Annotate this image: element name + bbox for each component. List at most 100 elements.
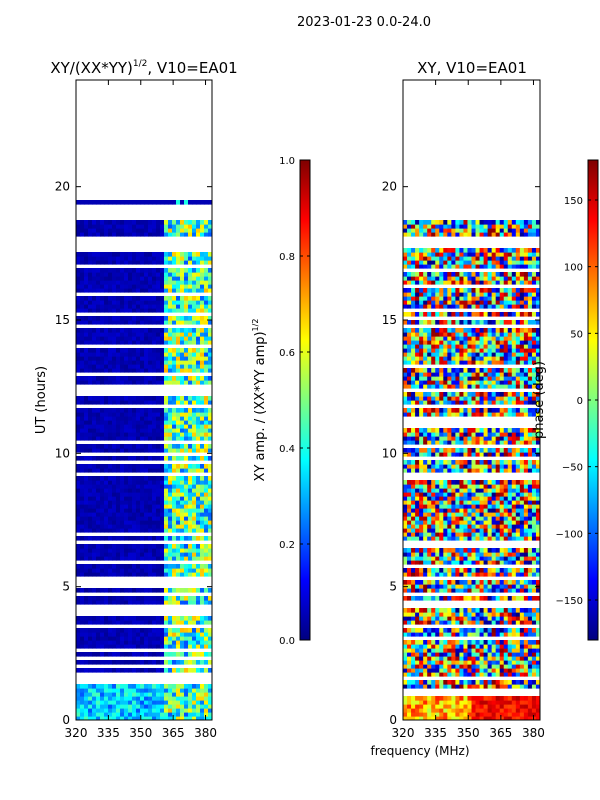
heatmap-cell bbox=[108, 380, 113, 385]
heatmap-cell bbox=[523, 652, 529, 657]
heatmap-cell bbox=[479, 448, 485, 453]
heatmap-cell bbox=[84, 620, 89, 625]
heatmap-cell bbox=[100, 296, 105, 301]
heatmap-cell bbox=[535, 644, 540, 649]
heatmap-cell bbox=[463, 628, 469, 633]
heatmap-cell bbox=[156, 368, 161, 373]
heatmap-cell bbox=[112, 320, 117, 325]
heatmap-cell bbox=[168, 684, 173, 689]
heatmap-cell bbox=[403, 660, 408, 665]
heatmap-cell bbox=[172, 340, 177, 345]
heatmap-cell bbox=[531, 560, 537, 565]
heatmap-cell bbox=[152, 516, 157, 521]
heatmap-cell bbox=[136, 308, 141, 313]
heatmap-cell bbox=[475, 536, 481, 541]
heatmap-cell bbox=[156, 356, 161, 361]
heatmap-cell bbox=[192, 616, 197, 621]
heatmap-cell bbox=[200, 616, 205, 621]
heatmap-cell bbox=[156, 400, 161, 405]
heatmap-cell bbox=[467, 524, 473, 529]
heatmap-cell bbox=[120, 348, 125, 353]
heatmap-cell bbox=[487, 552, 493, 557]
heatmap-cell bbox=[479, 668, 485, 673]
heatmap-cell bbox=[136, 484, 141, 489]
heatmap-cell bbox=[483, 612, 489, 617]
heatmap-cell bbox=[479, 588, 485, 593]
heatmap-cell bbox=[475, 516, 481, 521]
heatmap-cell bbox=[128, 488, 133, 493]
heatmap-cell bbox=[467, 552, 473, 557]
heatmap-cell bbox=[491, 680, 497, 685]
heatmap-cell bbox=[427, 672, 432, 677]
heatmap-cell bbox=[152, 416, 157, 421]
heatmap-cell bbox=[128, 380, 133, 385]
heatmap-cell bbox=[403, 552, 408, 557]
heatmap-cell bbox=[192, 336, 197, 341]
heatmap-cell bbox=[471, 660, 477, 665]
heatmap-cell bbox=[120, 320, 125, 325]
heatmap-cell bbox=[188, 556, 193, 561]
heatmap-cell bbox=[519, 712, 525, 717]
heatmap-cell bbox=[132, 284, 137, 289]
heatmap-cell bbox=[208, 696, 212, 701]
heatmap-cell bbox=[196, 304, 201, 309]
heatmap-cell bbox=[108, 512, 113, 517]
heatmap-cell bbox=[427, 616, 432, 621]
heatmap-cell bbox=[120, 496, 125, 501]
heatmap-cell bbox=[443, 716, 448, 720]
heatmap-cell bbox=[447, 448, 452, 453]
heatmap-cell bbox=[140, 224, 145, 229]
heatmap-cell bbox=[136, 716, 141, 720]
heatmap-cell bbox=[88, 544, 93, 549]
heatmap-cell bbox=[156, 632, 161, 637]
heatmap-cell bbox=[168, 412, 173, 417]
heatmap-cell bbox=[152, 304, 157, 309]
heatmap-cell bbox=[136, 596, 141, 601]
heatmap-cell bbox=[487, 632, 493, 637]
heatmap-cell bbox=[184, 492, 189, 497]
heatmap-cell bbox=[116, 660, 121, 665]
heatmap-cell bbox=[204, 336, 209, 341]
heatmap-cell bbox=[88, 436, 93, 441]
heatmap-cell bbox=[128, 696, 133, 701]
heatmap-cell bbox=[192, 556, 197, 561]
amplitude-title-tail: , V10=EA01 bbox=[147, 59, 237, 77]
heatmap-cell bbox=[136, 368, 141, 373]
heatmap-cell bbox=[76, 692, 81, 697]
heatmap-cell bbox=[156, 268, 161, 273]
heatmap-cell bbox=[172, 588, 177, 593]
heatmap-cell bbox=[411, 560, 416, 565]
heatmap-cell bbox=[196, 552, 201, 557]
heatmap-cell bbox=[463, 684, 469, 689]
heatmap-cell bbox=[104, 444, 109, 449]
heatmap-cell bbox=[116, 556, 121, 561]
heatmap-cell bbox=[180, 548, 185, 553]
heatmap-cell bbox=[419, 648, 424, 653]
heatmap-cell bbox=[152, 652, 157, 657]
heatmap-cell bbox=[527, 508, 533, 513]
heatmap-cell bbox=[415, 460, 420, 465]
heatmap-cell bbox=[120, 284, 125, 289]
heatmap-cell bbox=[208, 200, 212, 205]
heatmap-cell bbox=[104, 660, 109, 665]
heatmap-cell bbox=[431, 512, 436, 517]
heatmap-cell bbox=[515, 672, 521, 677]
heatmap-cell bbox=[200, 256, 205, 261]
heatmap-cell bbox=[180, 692, 185, 697]
heatmap-cell bbox=[88, 356, 93, 361]
heatmap-cell bbox=[200, 368, 205, 373]
heatmap-cell bbox=[475, 660, 481, 665]
heatmap-cell bbox=[132, 308, 137, 313]
heatmap-cell bbox=[116, 340, 121, 345]
heatmap-cell bbox=[100, 548, 105, 553]
heatmap-cell bbox=[152, 468, 157, 473]
heatmap-cell bbox=[435, 496, 440, 501]
heatmap-cell bbox=[92, 272, 97, 277]
heatmap-cell bbox=[84, 288, 89, 293]
heatmap-cell bbox=[188, 352, 193, 357]
heatmap-cell bbox=[188, 456, 193, 461]
heatmap-cell bbox=[407, 672, 412, 677]
heatmap-cell bbox=[84, 364, 89, 369]
heatmap-cell bbox=[204, 300, 209, 305]
heatmap-cell bbox=[184, 260, 189, 265]
